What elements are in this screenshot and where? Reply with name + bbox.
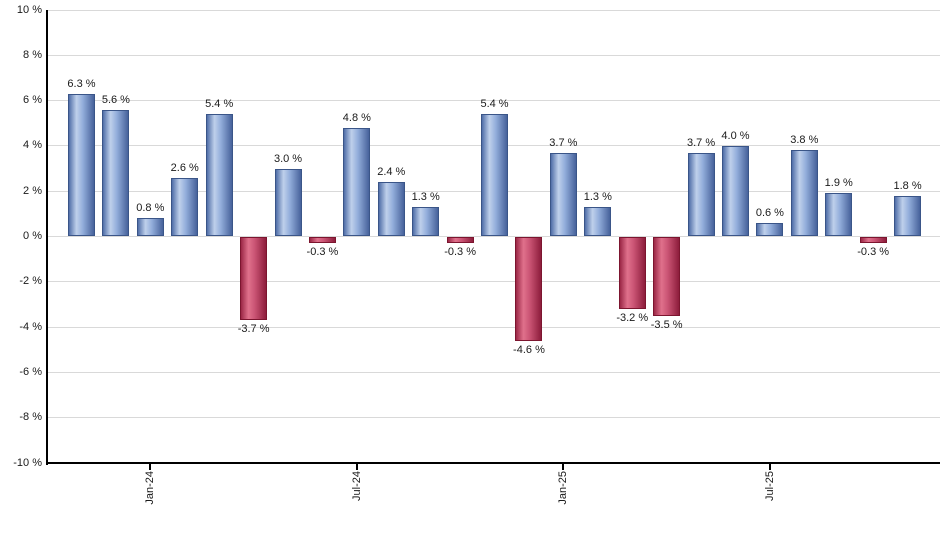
bar-value-label: 4.8 % (342, 111, 371, 124)
bar-value-label: 5.4 % (205, 98, 234, 111)
gridline (48, 100, 940, 102)
x-axis-tick (355, 464, 358, 470)
bar-value-label: -0.3 % (306, 246, 339, 259)
bar-value-label: 5.6 % (101, 93, 130, 106)
bar-value-label: 1.3 % (583, 191, 612, 204)
y-axis-label: 8 % (23, 48, 42, 61)
bar (894, 195, 922, 237)
bar (618, 236, 646, 309)
bar (756, 222, 784, 237)
bar (825, 193, 853, 237)
y-axis-label: 2 % (23, 184, 42, 197)
bar-value-label: 3.8 % (790, 134, 819, 147)
bar-value-label: 4.0 % (721, 129, 750, 142)
bar (274, 168, 302, 237)
bar-value-label: 0.8 % (136, 202, 165, 215)
y-axis-label: -4 % (19, 320, 42, 333)
bar (343, 127, 371, 237)
x-axis-tick (149, 464, 152, 470)
gridline (48, 54, 940, 56)
bar (653, 236, 681, 316)
bar (859, 236, 887, 244)
bar (205, 114, 233, 237)
bar (687, 152, 715, 237)
bar-value-label: 1.9 % (824, 177, 853, 190)
bar-value-label: -3.2 % (616, 311, 649, 324)
bar (584, 207, 612, 237)
gridline (48, 371, 940, 373)
x-axis-tick (562, 464, 565, 470)
x-axis-tick (768, 464, 771, 470)
bar-value-label: -3.7 % (237, 323, 270, 336)
bar (446, 236, 474, 244)
bar (549, 152, 577, 237)
bar-value-label: 6.3 % (67, 77, 96, 90)
gridline (48, 417, 940, 419)
bar (308, 236, 336, 244)
bar (68, 93, 95, 237)
bar (412, 207, 440, 237)
y-axis-line (46, 10, 48, 465)
bar (790, 150, 818, 237)
x-axis-tick-label: Jan-24 (144, 471, 157, 505)
y-axis-label: -8 % (19, 411, 42, 424)
x-axis-tick-label: Jul-25 (763, 471, 776, 501)
bar (102, 109, 130, 237)
bar-value-label: 5.4 % (480, 98, 509, 111)
gridline (48, 236, 940, 237)
y-axis-label: 10 % (16, 3, 42, 16)
bar (377, 182, 405, 237)
bar-value-label: -3.5 % (650, 318, 683, 331)
bar-value-label: -4.6 % (513, 343, 545, 356)
x-axis-tick-label: Jan-25 (557, 471, 570, 505)
y-axis-label: -10 % (13, 456, 42, 469)
bar (721, 145, 749, 237)
y-axis-label: 4 % (23, 139, 42, 152)
bar-value-label: -0.3 % (857, 246, 890, 259)
gridline (48, 9, 940, 11)
gridline (48, 326, 940, 328)
y-axis-label: -2 % (19, 275, 42, 288)
bar-value-label: 3.7 % (686, 136, 716, 149)
bar (515, 236, 543, 341)
bar (171, 177, 199, 237)
x-axis-line (48, 462, 940, 464)
bar-value-label: 1.3 % (411, 191, 440, 204)
y-axis-label: 6 % (23, 94, 42, 107)
bar-value-label: 1.8 % (893, 179, 922, 192)
bar-value-label: 2.4 % (377, 166, 406, 179)
bar-value-label: 2.6 % (170, 161, 199, 174)
y-axis-label: 0 % (23, 230, 42, 242)
y-axis-label: -6 % (19, 365, 42, 378)
bar-value-label: -0.3 % (444, 246, 477, 259)
bar-value-label: 3.7 % (549, 136, 578, 149)
bar (240, 236, 268, 321)
bar-value-label: 0.6 % (755, 206, 784, 219)
x-axis-tick-label: Jul-24 (350, 471, 363, 501)
bar-value-label: 3.0 % (273, 152, 303, 165)
bar (136, 218, 164, 237)
gridline (48, 281, 940, 283)
bar (481, 114, 509, 237)
